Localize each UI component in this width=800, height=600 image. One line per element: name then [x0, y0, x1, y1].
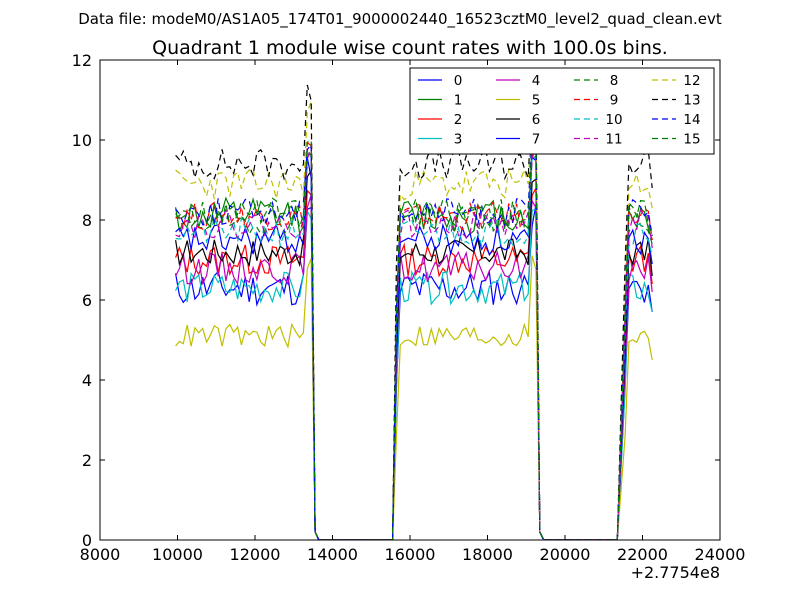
- chart-title: Quadrant 1 module wise count rates with …: [152, 37, 668, 59]
- legend-label-5: 5: [532, 93, 541, 109]
- series-layer: [175, 84, 653, 540]
- series-line-8: [175, 147, 653, 540]
- y-tick-label: 6: [82, 291, 92, 310]
- legend-label-7: 7: [532, 132, 541, 148]
- legend-label-13: 13: [683, 93, 700, 109]
- series-line-6: [175, 168, 653, 540]
- x-tick-label: 8000: [80, 545, 121, 564]
- x-tick-label: 16000: [385, 545, 436, 564]
- series-line-3: [175, 208, 653, 540]
- legend-label-11: 11: [605, 132, 622, 148]
- y-tick-label: 12: [72, 51, 92, 70]
- legend-label-4: 4: [532, 73, 541, 89]
- x-axis: 8000 10000 12000 14000 16000 18000 20000 22000 2…: [80, 60, 746, 564]
- series-line-14: [175, 129, 653, 540]
- legend-label-0: 0: [454, 73, 463, 89]
- x-tick-label: 10000: [152, 545, 203, 564]
- x-tick-label: 20000: [540, 545, 591, 564]
- y-tick-label: 4: [82, 371, 92, 390]
- legend-label-12: 12: [683, 73, 700, 89]
- series-line-15: [175, 130, 653, 540]
- x-offset-label: +2.7754e8: [631, 563, 720, 582]
- x-tick-label: 12000: [230, 545, 281, 564]
- series-line-12: [175, 100, 653, 540]
- x-tick-label: 18000: [462, 545, 513, 564]
- legend-label-15: 15: [683, 132, 700, 148]
- series-line-9: [175, 141, 653, 540]
- legend-label-3: 3: [454, 132, 463, 148]
- series-line-7: [175, 155, 653, 540]
- legend-label-6: 6: [532, 112, 541, 128]
- y-tick-label: 10: [72, 131, 92, 150]
- x-tick-label: 22000: [617, 545, 668, 564]
- series-line-13: [175, 84, 653, 540]
- x-tick-label: 24000: [695, 545, 746, 564]
- legend-label-10: 10: [605, 112, 622, 128]
- series-line-2: [175, 187, 653, 540]
- suptitle: Data file: modeM0/AS1A05_174T01_90000024…: [78, 10, 722, 29]
- legend-label-2: 2: [454, 112, 463, 128]
- x-tick-label: 14000: [307, 545, 358, 564]
- legend-label-14: 14: [683, 112, 700, 128]
- y-tick-label: 0: [82, 531, 92, 550]
- legend-box: [409, 67, 715, 155]
- legend-label-9: 9: [610, 93, 619, 109]
- y-tick-label: 8: [82, 211, 92, 230]
- series-line-10: [175, 149, 653, 540]
- y-tick-label: 2: [82, 451, 92, 470]
- series-line-4: [175, 194, 653, 540]
- series-line-5: [175, 255, 653, 540]
- legend-label-8: 8: [610, 73, 619, 89]
- series-line-11: [175, 143, 653, 540]
- legend-label-1: 1: [454, 93, 463, 109]
